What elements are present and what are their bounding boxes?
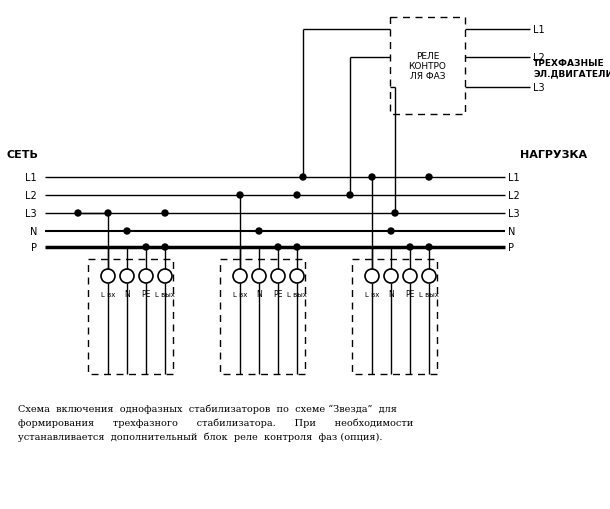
Circle shape — [294, 192, 300, 199]
Text: L вых: L вых — [287, 292, 307, 297]
Text: L вх: L вх — [101, 292, 115, 297]
Text: РЕЛЕ
КОНТРО
ЛЯ ФАЗ: РЕЛЕ КОНТРО ЛЯ ФАЗ — [409, 51, 447, 81]
Text: формирования      трехфазного      стабилизатора.      При      необходимости: формирования трехфазного стабилизатора. … — [18, 418, 413, 428]
Circle shape — [392, 211, 398, 216]
Bar — [88, 260, 173, 374]
Text: L вх: L вх — [365, 292, 379, 297]
Bar — [220, 260, 305, 374]
Text: L вых: L вых — [155, 292, 175, 297]
Circle shape — [347, 192, 353, 199]
Bar — [352, 260, 437, 374]
Circle shape — [124, 229, 130, 235]
Text: N: N — [256, 290, 262, 299]
Text: ТРЕХФАЗНЫЕ
ЭЛ.ДВИГАТЕЛИ: ТРЕХФАЗНЫЕ ЭЛ.ДВИГАТЕЛИ — [533, 59, 610, 78]
Text: PE: PE — [273, 290, 282, 299]
Text: L2: L2 — [25, 191, 37, 201]
Circle shape — [237, 192, 243, 199]
Text: Схема  включения  однофазных  стабилизаторов  по  схеме “Звезда”  для: Схема включения однофазных стабилизаторо… — [18, 404, 397, 414]
Circle shape — [75, 211, 81, 216]
Circle shape — [105, 211, 111, 216]
Text: L2: L2 — [508, 191, 520, 201]
Circle shape — [143, 244, 149, 250]
Text: СЕТЬ: СЕТЬ — [6, 150, 38, 160]
Text: L1: L1 — [533, 25, 545, 35]
Circle shape — [162, 211, 168, 216]
Text: L1: L1 — [508, 173, 520, 183]
Text: N: N — [508, 227, 515, 237]
Text: L3: L3 — [508, 209, 520, 218]
Circle shape — [275, 244, 281, 250]
Circle shape — [426, 244, 432, 250]
Text: N: N — [124, 290, 130, 299]
Text: N: N — [30, 227, 37, 237]
Circle shape — [300, 175, 306, 181]
Circle shape — [407, 244, 413, 250]
Text: НАГРУЗКА: НАГРУЗКА — [520, 150, 587, 160]
Circle shape — [294, 244, 300, 250]
Text: N: N — [388, 290, 394, 299]
Circle shape — [369, 175, 375, 181]
Circle shape — [426, 175, 432, 181]
Text: L вых: L вых — [419, 292, 439, 297]
Circle shape — [162, 244, 168, 250]
Bar — [390, 18, 465, 115]
Text: L1: L1 — [26, 173, 37, 183]
Circle shape — [256, 229, 262, 235]
Text: L3: L3 — [533, 83, 545, 93]
Text: L вх: L вх — [233, 292, 247, 297]
Circle shape — [388, 229, 394, 235]
Text: Р: Р — [31, 242, 37, 252]
Text: L3: L3 — [26, 209, 37, 218]
Text: Р: Р — [508, 242, 514, 252]
Text: L2: L2 — [533, 53, 545, 63]
Text: PE: PE — [405, 290, 415, 299]
Text: PE: PE — [142, 290, 151, 299]
Text: устанавливается  дополнительный  блок  реле  контроля  фаз (опция).: устанавливается дополнительный блок реле… — [18, 432, 382, 442]
